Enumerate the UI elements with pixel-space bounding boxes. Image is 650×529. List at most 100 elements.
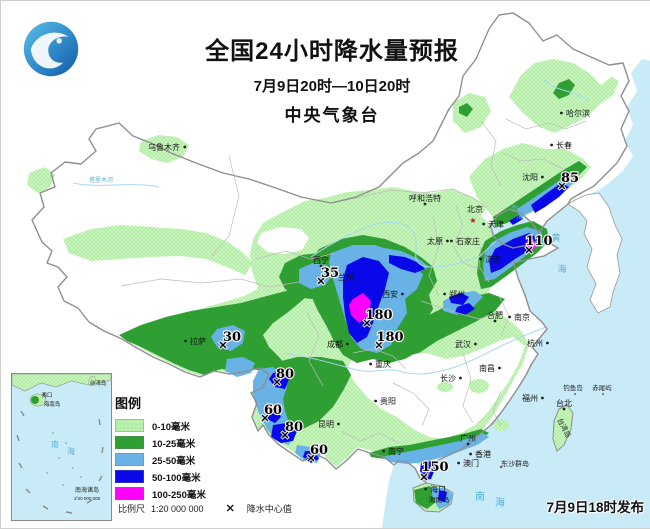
sea-label: 渤 (510, 203, 518, 213)
inset-taiwan (88, 375, 96, 387)
capital-star-icon: ★ (469, 216, 476, 225)
legend-item-label: 100-250毫米 (152, 489, 206, 501)
legend: 图例 0-10毫米 10-25毫米 25-50毫米 50-100毫米 100-250毫米 (115, 393, 206, 502)
city-label: 长沙 (440, 373, 462, 383)
zone-50-100 (449, 293, 469, 305)
x-mark-icon: ✕ (524, 245, 533, 257)
city-dot (450, 239, 453, 243)
scale-row: 比例尺 1:20 000 000 ✕ 降水中心值 (118, 502, 292, 515)
city-label: 郑州 (443, 289, 465, 299)
precip-center-value: ✕80 (280, 419, 305, 443)
zone-100-250 (349, 293, 371, 323)
province-borders (120, 118, 587, 444)
agency-name: 中央气象台 (284, 106, 380, 125)
sea-label: 海 (557, 263, 566, 274)
page-title: 全国24小时降水量预报 (205, 38, 459, 65)
precip-value: 30 (223, 330, 241, 345)
city-dot (319, 264, 323, 268)
precip-value: 180 (376, 330, 403, 345)
zone-25-50 (211, 325, 245, 351)
inset-label: 南 (51, 439, 59, 449)
precip-center-value: ✕60 (260, 402, 284, 426)
svg-text:西安: 西安 (382, 289, 398, 299)
x-mark-icon: ✕ (419, 472, 428, 484)
city-dot (493, 319, 497, 323)
zone-10-25 (389, 293, 505, 357)
taiwan-island (552, 404, 574, 452)
city-dot (562, 407, 566, 411)
city-label: 哈尔滨 (560, 108, 590, 118)
legend-title: 图例 (115, 396, 142, 411)
svg-text:南京: 南京 (514, 312, 530, 322)
precip-value: 60 (310, 443, 328, 458)
scale-value: 1:20 000 000 (151, 503, 204, 514)
precip-value: 85 (561, 171, 579, 186)
capital-label: 北京 ★ (467, 204, 483, 225)
sea-label: 南 (475, 490, 485, 503)
zone-50-100 (531, 183, 569, 213)
inset-coast (11, 373, 112, 392)
yellow-river (310, 221, 497, 268)
city-dot (369, 362, 372, 366)
svg-text:西宁: 西宁 (313, 255, 329, 265)
zone-10-25 (553, 79, 575, 99)
svg-text:兰州: 兰州 (338, 272, 354, 282)
precip-zones (27, 59, 619, 480)
city-dot (446, 239, 449, 243)
city-label: 西宁 (313, 255, 329, 268)
rivers (72, 78, 590, 375)
svg-text:台北: 台北 (556, 398, 572, 408)
x-mark-icon: ✕ (306, 453, 315, 465)
city-dot (337, 422, 340, 426)
city-label: 重庆 (369, 359, 391, 369)
city-dot (183, 145, 187, 149)
city-label: 太原 (427, 236, 449, 246)
zone-50-100 (267, 409, 281, 423)
zone-25-50 (381, 433, 489, 464)
svg-text:乌鲁木齐: 乌鲁木齐 (148, 142, 180, 152)
china-border (31, 12, 630, 483)
svg-text:澳门: 澳门 (463, 458, 479, 468)
svg-text:哈尔滨: 哈尔滨 (566, 108, 590, 118)
city-dot (401, 292, 404, 296)
svg-text:沈阳: 沈阳 (522, 172, 538, 182)
city-label: 海口 (424, 484, 446, 494)
svg-text:海口: 海口 (430, 484, 446, 494)
precip-center-value: ✕80 (272, 366, 296, 390)
precip-center-value: ✕150 (419, 459, 450, 485)
svg-text:呼和浩特: 呼和浩特 (409, 193, 441, 203)
inset-haikou-dot (43, 393, 45, 395)
svg-text:郑州: 郑州 (449, 289, 465, 299)
city-dot (541, 396, 544, 400)
island-label: 东沙群岛 (501, 459, 529, 468)
diaoyu-island (574, 393, 576, 395)
x-mark-icon: ✕ (316, 276, 325, 288)
svg-text:重庆: 重庆 (375, 359, 391, 369)
legend-item-label: 0-10毫米 (152, 421, 191, 433)
inset-label: 海 (67, 446, 75, 456)
x-mark-icon: ✕ (218, 340, 227, 352)
city-label: 南宁 (382, 446, 404, 456)
city-label: 济南 (479, 254, 501, 264)
city-label: 沈阳 (522, 172, 544, 182)
city-dot (469, 452, 472, 456)
precip-center-value: ✕180 (374, 329, 405, 353)
x-mark-icon: ✕ (557, 181, 566, 193)
issue-time: 7月9日18时发布 (546, 500, 644, 515)
legend-swatch (115, 453, 144, 466)
city-label: 合肥 (487, 310, 503, 323)
city-label: 福州 (522, 394, 544, 403)
city-dot (482, 222, 485, 226)
island-label: 钓鱼岛 (563, 383, 583, 392)
sea-label: 海 (495, 496, 505, 509)
legend-swatch (115, 419, 144, 432)
legend-item-label: 10-25毫米 (152, 438, 196, 450)
svg-text:拉萨: 拉萨 (190, 336, 206, 346)
city-dot (457, 461, 460, 465)
legend-item-label: 50-100毫米 (152, 472, 201, 484)
legend-item: 0-10毫米 (115, 417, 206, 434)
city-label: 兰州 (332, 272, 354, 282)
